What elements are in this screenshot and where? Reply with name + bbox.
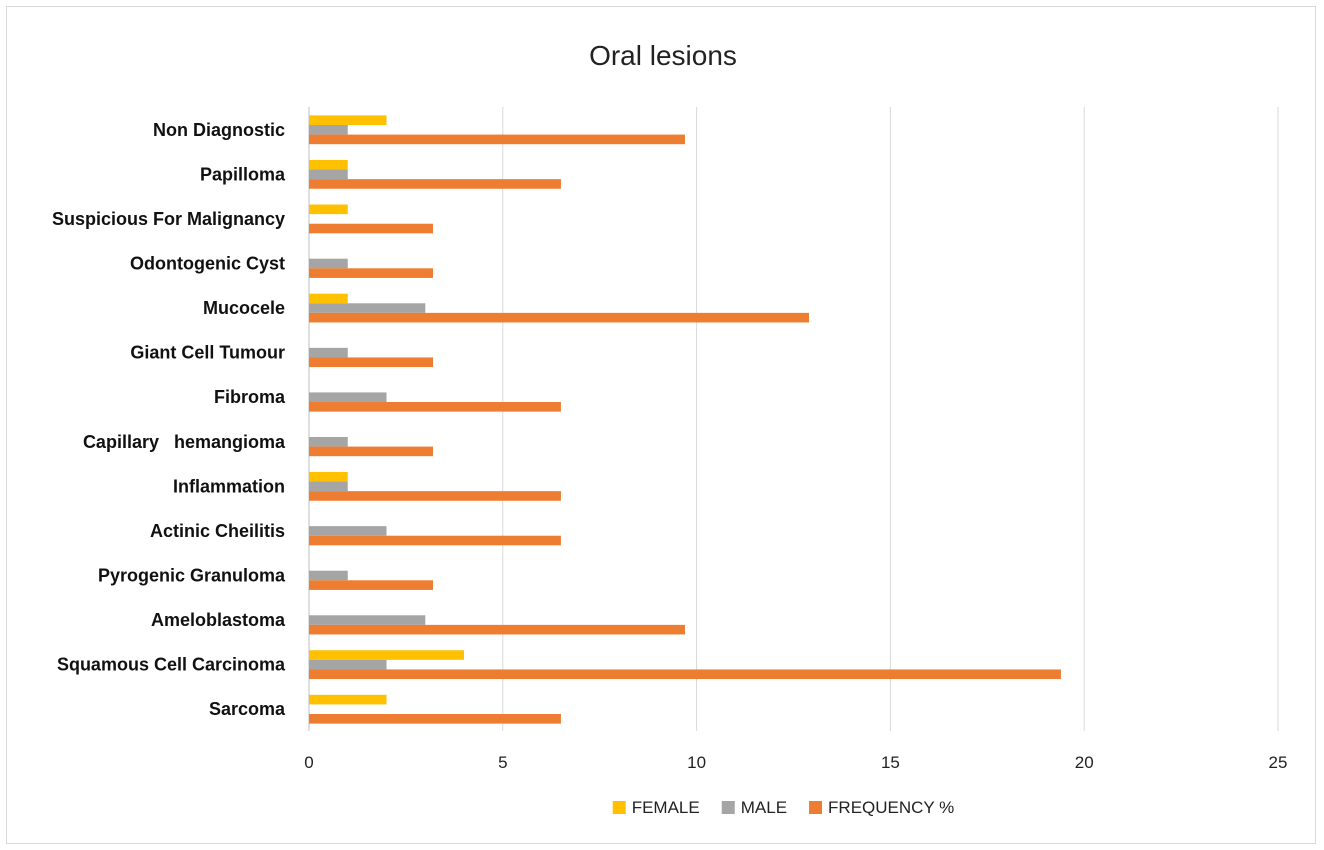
bar-male [309, 392, 387, 403]
bar-frequency [309, 580, 434, 590]
bar-male [309, 347, 348, 358]
bar-male [309, 258, 348, 269]
bar-male [309, 436, 348, 447]
gridlines [308, 107, 1279, 731]
legend-swatch [721, 801, 735, 814]
x-tick-label: 0 [304, 753, 313, 772]
x-tick-label: 5 [498, 753, 507, 772]
bar-female [309, 115, 387, 125]
category-label: Odontogenic Cyst [130, 254, 285, 274]
bar-male [309, 659, 387, 670]
bar-male [309, 124, 348, 135]
bar-male [309, 570, 348, 581]
legend-item: FEMALE [612, 798, 700, 817]
bar-female [309, 159, 348, 170]
legend-label: FEMALE [632, 798, 700, 817]
bars [309, 115, 1061, 724]
category-label: Fibroma [214, 387, 286, 407]
bar-frequency [309, 357, 434, 368]
bar-male [309, 303, 426, 313]
category-label: Capillary hemangioma [83, 432, 286, 452]
legend-swatch [612, 801, 626, 814]
bar-frequency [309, 179, 561, 189]
x-tick-label: 20 [1075, 753, 1094, 772]
bar-frequency [309, 491, 561, 501]
category-label: Inflammation [173, 476, 285, 496]
category-label: Actinic Cheilitis [150, 521, 285, 541]
bar-frequency [309, 312, 810, 323]
bar-frequency [309, 446, 434, 457]
x-axis-tick-labels: 0 5 10 15 20 25 [304, 753, 1287, 772]
bar-female [309, 694, 387, 705]
bar-frequency [309, 714, 561, 724]
legend-label: FREQUENCY % [828, 798, 954, 817]
category-label: Giant Cell Tumour [130, 343, 285, 363]
category-labels: Non Diagnostic Papilloma Suspicious For Ma… [52, 120, 286, 719]
category-label: Pyrogenic Granuloma [98, 566, 286, 586]
legend-label: MALE [741, 798, 787, 817]
x-tick-label: 10 [687, 753, 706, 772]
bar-frequency [309, 402, 561, 412]
category-label: Mucocele [203, 298, 285, 318]
x-tick-label: 15 [881, 753, 900, 772]
legend-swatch [809, 801, 823, 814]
bar-frequency [309, 268, 434, 278]
category-label: Suspicious For Malignancy [52, 209, 285, 229]
bar-male [309, 481, 348, 492]
category-label: Squamous Cell Carcinoma [57, 655, 286, 675]
chart-frame: Oral lesions Non Diagnostic Papilloma Susp… [6, 6, 1316, 844]
legend: FEMALE MALE FREQUENCY % [612, 798, 954, 817]
bar-frequency [309, 535, 561, 546]
bar-frequency [309, 134, 685, 145]
bar-male [309, 615, 426, 625]
category-label: Sarcoma [209, 699, 286, 719]
bar-male [309, 526, 387, 536]
bar-male [309, 169, 348, 180]
legend-item: MALE [721, 798, 787, 817]
category-label: Ameloblastoma [151, 610, 286, 630]
bar-frequency [309, 223, 434, 234]
bar-female [309, 293, 348, 304]
bar-frequency [309, 669, 1061, 680]
chart-title: Oral lesions [589, 40, 737, 71]
bar-chart: Oral lesions Non Diagnostic Papilloma Susp… [52, 40, 1288, 817]
x-tick-label: 25 [1269, 753, 1288, 772]
bar-female [309, 204, 348, 215]
bar-frequency [309, 624, 685, 635]
category-label: Non Diagnostic [153, 120, 285, 140]
bar-female [309, 650, 465, 660]
bar-female [309, 471, 348, 482]
category-label: Papilloma [200, 164, 286, 184]
legend-item: FREQUENCY % [809, 798, 954, 817]
